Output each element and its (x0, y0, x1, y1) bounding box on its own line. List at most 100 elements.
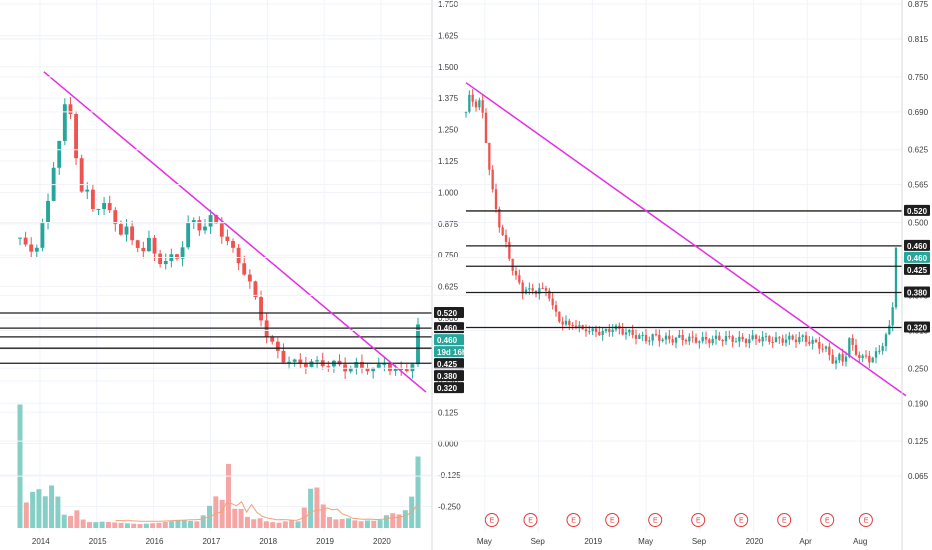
candle-body (242, 263, 247, 275)
volume-bar (131, 523, 137, 528)
candle-body (584, 329, 588, 332)
candle-body (62, 104, 67, 141)
x-tick-label: May (638, 537, 653, 546)
candle-body (298, 359, 303, 364)
x-tick-label: 2018 (259, 537, 277, 546)
candle-body (758, 339, 761, 342)
candle-body (508, 241, 511, 259)
candle-body (287, 361, 292, 363)
price-tag-label: 0.460 (437, 324, 458, 333)
volume-bar (175, 520, 181, 528)
volume-bar (188, 520, 194, 528)
candle-body (135, 240, 140, 248)
earnings-marker (484, 513, 499, 527)
candle-body (219, 223, 224, 237)
volume-bar (327, 517, 333, 528)
volume-bar (169, 521, 175, 528)
candle-body (118, 224, 123, 235)
volume-bar (112, 522, 118, 528)
volume-bar (93, 522, 99, 528)
candle-body (360, 361, 364, 368)
candle-body (175, 254, 179, 259)
volume-bar (68, 516, 74, 528)
x-tick-label: 2019 (584, 537, 602, 546)
candle-body (561, 321, 564, 325)
x-tick-label: 2019 (316, 537, 334, 546)
candle-body (734, 341, 738, 343)
price-tag-label: 0.520 (437, 309, 458, 318)
candle-body (824, 346, 828, 349)
candle-body (594, 328, 598, 332)
candle-body (371, 368, 376, 372)
candle-body (628, 329, 631, 333)
candle-body (538, 288, 541, 295)
candle-body (399, 369, 404, 371)
candle-body (326, 366, 331, 368)
left-chart-panel[interactable]: 1.7501.6251.5001.3751.2501.1251.0000.875… (0, 0, 467, 550)
candle-body (741, 336, 744, 340)
y-tick-label: 0.500 (908, 219, 929, 228)
candle-body (113, 210, 118, 225)
candle-body (18, 237, 22, 239)
price-tag-label: 0.520 (907, 207, 928, 216)
earnings-marker-label: E (528, 518, 533, 525)
volume-bar (314, 487, 320, 528)
volume-bar (200, 515, 206, 528)
candle-body (491, 169, 494, 190)
candle-body (197, 220, 202, 231)
volume-bar (244, 516, 250, 528)
price-tag (434, 307, 464, 319)
candle-body (382, 363, 387, 365)
candle-body (270, 337, 275, 342)
candle-body (478, 100, 481, 108)
candle-body (881, 346, 884, 351)
candle-body (871, 357, 874, 363)
y-tick-label: 0.625 (908, 146, 929, 155)
candle-body (784, 339, 788, 343)
volume-bar (251, 519, 257, 528)
volume-bar (320, 504, 326, 528)
candle-body (671, 339, 674, 343)
candle-body (275, 341, 280, 351)
volume-bar (17, 404, 23, 528)
candle-body (591, 328, 594, 332)
candle-body (309, 361, 314, 367)
candle-body (107, 203, 112, 211)
y-tick-label: 0.250 (908, 364, 929, 373)
candle-body (764, 336, 768, 338)
candle-body (225, 236, 230, 242)
price-tag-label: 0.425 (907, 266, 928, 275)
candle-body (858, 354, 861, 359)
earnings-marker-label: E (739, 518, 744, 525)
candle-body (854, 344, 858, 355)
earnings-marker (648, 513, 663, 527)
price-tag (434, 370, 464, 382)
candle-body (878, 350, 881, 352)
candle-body (691, 336, 694, 338)
candle-body (231, 241, 235, 248)
candle-body (658, 334, 661, 341)
candle-body (85, 189, 90, 192)
candle-body (514, 270, 518, 276)
volume-bar (156, 522, 162, 528)
volume-bar (99, 521, 105, 528)
volume-bar (352, 520, 358, 528)
candle-body (651, 334, 654, 341)
candle-body (598, 331, 601, 336)
candle-body (158, 253, 163, 265)
candle-body (634, 335, 638, 339)
price-tag (904, 321, 930, 333)
volume-bar (364, 520, 370, 528)
x-tick-label: 2020 (746, 537, 764, 546)
candle-body (554, 305, 558, 312)
candle-body (180, 247, 185, 259)
earnings-marker-label: E (653, 518, 658, 525)
candle-body (808, 341, 811, 344)
earnings-marker (734, 513, 749, 527)
earnings-marker-label: E (696, 518, 701, 525)
candle-body (798, 337, 801, 343)
candle-body (571, 325, 574, 327)
candle-body (644, 334, 648, 342)
candle-body (68, 104, 73, 115)
